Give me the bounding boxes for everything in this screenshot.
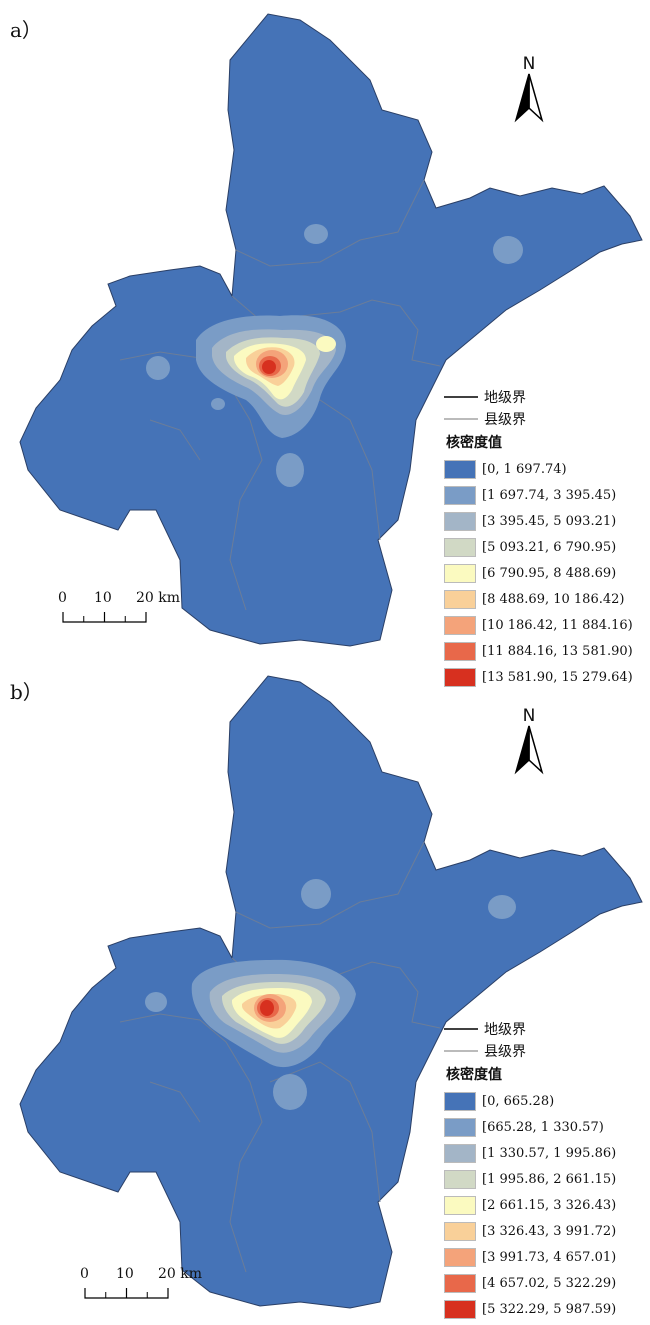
legend-swatch [444,667,476,687]
hotspot-south [276,453,304,487]
legend-swatch [444,1273,476,1293]
north-arrow: N [512,54,546,124]
legend-class-label: [11 884.16, 13 581.90) [482,643,633,659]
legend-class-list: [0, 1 697.74) [1 697.74, 3 395.45) [3 39… [444,456,644,690]
legend-class-label: [3 395.45, 5 093.21) [482,513,617,529]
hotspot-east [488,895,516,919]
legend-class-label: [8 488.69, 10 186.42) [482,591,625,607]
north-arrow: N [512,706,546,776]
panel-label: b） [10,680,43,704]
legend-swatch [444,1299,476,1319]
legend-class-label: [5 322.29, 5 987.59) [482,1301,617,1317]
legend-class: [11 884.16, 13 581.90) [444,638,644,664]
panel-label: a） [10,18,42,42]
legend-swatch [444,1221,476,1241]
legend-swatch [444,589,476,609]
legend-swatch [444,641,476,661]
legend-swatch [444,1117,476,1137]
north-arrow-icon [528,73,544,123]
density-core [191,959,356,1068]
legend-swatch [444,1195,476,1215]
legend-city-boundary: 地级界 [444,386,644,408]
map-legend: 地级界 县级界 核密度值 [0, 665.28) [665.28, 1 330.… [444,1018,644,1322]
legend-swatch [444,537,476,557]
legend-title: 核密度值 [446,1067,502,1083]
legend-class: [2 661.15, 3 326.43) [444,1192,644,1218]
legend-swatch [444,1247,476,1267]
hotspot-south [273,1074,307,1110]
legend-county-boundary-label: 县级界 [484,412,526,428]
map-panel-a: a） N [0,0,650,687]
legend-class-list: [0, 665.28) [665.28, 1 330.57) [1 330.57… [444,1088,644,1322]
legend-swatch [444,563,476,583]
legend-class-label: [3 991.73, 4 657.01) [482,1249,617,1265]
legend-class: [5 093.21, 6 790.95) [444,534,644,560]
legend-class: [8 488.69, 10 186.42) [444,586,644,612]
scale-label-20: 20 km [136,590,181,606]
legend-title: 核密度值 [446,435,502,451]
legend-class: [1 995.86, 2 661.15) [444,1166,644,1192]
legend-class: [665.28, 1 330.57) [444,1114,644,1140]
scale-label-0: 0 [58,590,67,606]
map-panel-b: b） N [0,662,650,1322]
legend-class-label: [6 790.95, 8 488.69) [482,565,617,581]
legend-swatch [444,615,476,635]
hotspot-west [145,992,167,1012]
map-legend: 地级界 县级界 核密度值 [0, 1 697.74) [1 697.74, 3 … [444,386,644,690]
legend-class: [3 395.45, 5 093.21) [444,508,644,534]
north-label: N [522,706,536,726]
north-arrow-icon [528,725,544,775]
legend-class-label: [13 581.90, 15 279.64) [482,669,633,685]
legend-class: [4 657.02, 5 322.29) [444,1270,644,1296]
scale-label-10: 10 [116,1266,134,1282]
legend-class-label: [0, 1 697.74) [482,461,567,477]
density-core [196,315,346,438]
legend-class-label: [10 186.42, 11 884.16) [482,617,633,633]
legend-class: [0, 1 697.74) [444,456,644,482]
legend-class: [10 186.42, 11 884.16) [444,612,644,638]
legend-class-label: [1 697.74, 3 395.45) [482,487,617,503]
legend-class-label: [4 657.02, 5 322.29) [482,1275,617,1291]
legend-class: [3 326.43, 3 991.72) [444,1218,644,1244]
legend-class-label: [2 661.15, 3 326.43) [482,1197,617,1213]
hotspot-east [493,236,523,264]
scale-label-20: 20 km [158,1266,203,1282]
scale-label-10: 10 [94,590,112,606]
legend-city-boundary-label: 地级界 [484,1022,526,1038]
scale-bar: 0 10 20 km [80,1266,210,1306]
legend-swatch [444,485,476,505]
legend-swatch [444,1143,476,1163]
legend-class-label: [3 326.43, 3 991.72) [482,1223,617,1239]
hotspot-small [211,398,225,410]
legend-county-boundary: 县级界 [444,1040,644,1062]
legend-class: [5 322.29, 5 987.59) [444,1296,644,1322]
legend-class: [1 330.57, 1 995.86) [444,1140,644,1166]
legend-swatch [444,1091,476,1111]
legend-county-boundary-label: 县级界 [484,1044,526,1060]
kernel-density-map [19,13,643,647]
legend-class: [3 991.73, 4 657.01) [444,1244,644,1270]
scale-label-0: 0 [80,1266,89,1282]
hotspot-west [146,356,170,380]
legend-class-label: [1 995.86, 2 661.15) [482,1171,617,1187]
legend-city-boundary-label: 地级界 [484,390,526,406]
legend-county-boundary: 县级界 [444,408,644,430]
hotspot-north [301,879,331,909]
legend-swatch [444,1169,476,1189]
scale-bar: 0 10 20 km [58,590,188,630]
legend-class: [13 581.90, 15 279.64) [444,664,644,690]
legend-class-label: [5 093.21, 6 790.95) [482,539,617,555]
legend-class-label: [1 330.57, 1 995.86) [482,1145,617,1161]
north-label: N [522,54,536,74]
legend-class-label: [0, 665.28) [482,1093,555,1109]
legend-class: [1 697.74, 3 395.45) [444,482,644,508]
hotspot-north [304,224,328,244]
legend-class-label: [665.28, 1 330.57) [482,1119,604,1135]
legend-swatch [444,511,476,531]
legend-swatch [444,459,476,479]
legend-city-boundary: 地级界 [444,1018,644,1040]
legend-class: [0, 665.28) [444,1088,644,1114]
kernel-density-map [19,675,643,1309]
legend-class: [6 790.95, 8 488.69) [444,560,644,586]
